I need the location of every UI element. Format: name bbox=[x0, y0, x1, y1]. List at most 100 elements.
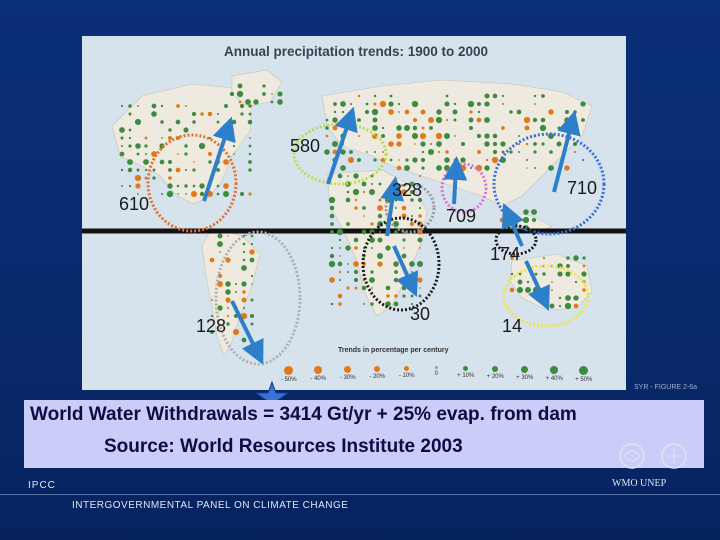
wmo-unep-logos bbox=[619, 443, 687, 469]
trend-dot bbox=[128, 144, 132, 148]
legend-item: 0 bbox=[422, 366, 452, 383]
trend-dot bbox=[227, 235, 229, 237]
trend-dot bbox=[337, 261, 343, 267]
trend-dot bbox=[573, 303, 579, 309]
trend-dot bbox=[249, 249, 255, 255]
trend-dot bbox=[217, 281, 223, 287]
trend-dot bbox=[541, 142, 545, 146]
trend-dot bbox=[401, 205, 407, 211]
trend-dot bbox=[119, 151, 125, 157]
trend-dot bbox=[429, 126, 433, 130]
trend-dot bbox=[435, 116, 443, 124]
trend-dot bbox=[393, 301, 399, 307]
trend-dot bbox=[454, 135, 456, 137]
trend-dot bbox=[394, 230, 398, 234]
trend-dot bbox=[372, 117, 378, 123]
trend-dot bbox=[421, 150, 425, 154]
trend-dot bbox=[128, 104, 132, 108]
region-circle-14 bbox=[502, 264, 590, 328]
trend-dot bbox=[377, 213, 383, 219]
trend-dot bbox=[459, 164, 467, 172]
trend-dot bbox=[328, 260, 336, 268]
trend-dot bbox=[151, 111, 157, 117]
trend-dot bbox=[427, 148, 435, 156]
trend-dot bbox=[346, 286, 350, 290]
trend-dot bbox=[484, 141, 490, 147]
trend-dot bbox=[475, 164, 483, 172]
trend-dot bbox=[352, 188, 360, 196]
trend-dot bbox=[574, 280, 578, 284]
trend-dot bbox=[184, 168, 188, 172]
trend-dot bbox=[373, 150, 377, 154]
trend-dot bbox=[417, 237, 423, 243]
trend-dot bbox=[366, 151, 368, 153]
trend-dot bbox=[242, 306, 246, 310]
trend-dot bbox=[242, 250, 246, 254]
trend-dot bbox=[402, 294, 406, 298]
trend-dot bbox=[161, 193, 163, 195]
trend-dot bbox=[410, 294, 414, 298]
trend-dot bbox=[410, 214, 414, 218]
trend-dot bbox=[381, 126, 385, 130]
trend-dot bbox=[183, 127, 189, 133]
footer-divider bbox=[0, 494, 720, 495]
trend-dot bbox=[361, 285, 367, 291]
legend-label: - 30% bbox=[339, 375, 356, 381]
region-circle-709 bbox=[440, 162, 488, 214]
trend-dot bbox=[548, 109, 554, 115]
trend-dot bbox=[417, 277, 423, 283]
trend-dot bbox=[369, 277, 375, 283]
trend-dot bbox=[353, 237, 359, 243]
region-circle-610 bbox=[146, 133, 238, 233]
trend-dot bbox=[564, 302, 572, 310]
trend-dot bbox=[191, 111, 197, 117]
trend-dot bbox=[134, 118, 142, 126]
trend-dot bbox=[262, 84, 266, 88]
trend-dot bbox=[373, 102, 377, 106]
trend-dot bbox=[190, 190, 198, 198]
legend-dot bbox=[492, 366, 499, 372]
legend-item: - 30% bbox=[333, 366, 363, 383]
trend-dot bbox=[444, 165, 450, 171]
trend-dot bbox=[166, 190, 174, 198]
trend-dot bbox=[120, 104, 124, 108]
trend-dot bbox=[435, 132, 443, 140]
trend-dot bbox=[336, 228, 344, 236]
trend-dot bbox=[445, 94, 449, 98]
trend-dot bbox=[419, 132, 427, 140]
trend-dot bbox=[175, 119, 181, 125]
trend-dot bbox=[245, 99, 251, 105]
trend-dot bbox=[219, 251, 221, 253]
trend-dot bbox=[347, 175, 349, 177]
trend-dot bbox=[393, 221, 399, 227]
trend-dot bbox=[353, 277, 359, 283]
trend-dot bbox=[346, 190, 350, 194]
trend-dot bbox=[477, 102, 481, 106]
trend-dot bbox=[250, 298, 254, 302]
trend-dot bbox=[160, 104, 164, 108]
trend-dot bbox=[152, 176, 156, 180]
trend-dot bbox=[533, 94, 537, 98]
trend-dot bbox=[371, 108, 379, 116]
ipcc-full-name: INTERGOVERNMENTAL PANEL ON CLIMATE CHANG… bbox=[72, 500, 349, 511]
trend-dot bbox=[533, 150, 537, 154]
trend-dot bbox=[500, 141, 506, 147]
trend-dot bbox=[403, 279, 405, 281]
trend-dot bbox=[248, 152, 252, 156]
legend-label: 0 bbox=[434, 371, 438, 377]
trend-dot bbox=[564, 165, 570, 171]
trend-dot bbox=[421, 126, 425, 130]
trend-dot bbox=[565, 271, 571, 277]
trend-dot bbox=[143, 159, 149, 165]
trend-dot bbox=[340, 149, 346, 155]
region-label-174: 174 bbox=[490, 244, 521, 264]
trend-dot bbox=[225, 289, 231, 295]
trend-dot bbox=[420, 109, 426, 115]
trend-dot bbox=[532, 117, 538, 123]
precipitation-map: Annual precipitation trends: 1900 to 200… bbox=[82, 36, 626, 390]
trend-dot bbox=[398, 159, 400, 161]
trend-dot bbox=[332, 125, 338, 131]
trend-dot bbox=[339, 255, 341, 257]
trend-dot bbox=[248, 168, 252, 172]
